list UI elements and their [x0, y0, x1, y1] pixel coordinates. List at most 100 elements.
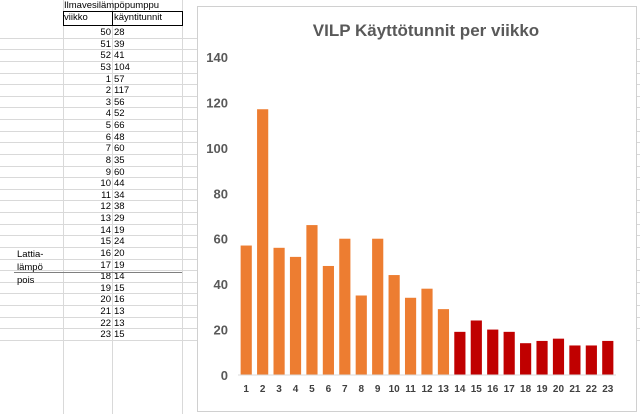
- hours-cell[interactable]: 19: [114, 225, 125, 236]
- week-cell[interactable]: 12: [100, 201, 111, 212]
- week-cell[interactable]: 2: [105, 85, 111, 96]
- x-tick-label: 17: [504, 384, 516, 395]
- bar-week-14[interactable]: [454, 331, 466, 375]
- hours-cell[interactable]: 24: [114, 236, 125, 247]
- bar-week-1[interactable]: [240, 245, 252, 375]
- table-title[interactable]: Ilmavesilämpöpumppu: [64, 0, 160, 11]
- bar-week-3[interactable]: [273, 247, 285, 375]
- hours-cell[interactable]: 13: [114, 318, 125, 329]
- week-cell[interactable]: 50: [100, 27, 111, 38]
- week-cell[interactable]: 13: [100, 213, 111, 224]
- bar-week-21[interactable]: [569, 345, 581, 375]
- week-cell[interactable]: 16: [100, 248, 111, 259]
- week-cell[interactable]: 17: [100, 260, 111, 271]
- bar-week-5[interactable]: [306, 225, 318, 375]
- week-cell[interactable]: 22: [100, 318, 111, 329]
- x-tick-label: 9: [375, 384, 381, 395]
- hours-cell[interactable]: 52: [114, 108, 125, 119]
- bar-week-16[interactable]: [487, 329, 499, 375]
- bars: [240, 109, 614, 376]
- hours-cell[interactable]: 117: [114, 85, 130, 96]
- hours-cell[interactable]: 20: [114, 248, 125, 259]
- x-tick-label: 18: [520, 384, 532, 395]
- bar-week-13[interactable]: [437, 309, 450, 375]
- week-cell[interactable]: 53: [100, 62, 111, 73]
- x-tick-label: 11: [405, 384, 416, 395]
- hours-cell[interactable]: 15: [114, 283, 125, 294]
- hours-cell[interactable]: 66: [114, 120, 125, 131]
- bar-week-8[interactable]: [355, 295, 367, 376]
- note-line-3[interactable]: pois: [17, 275, 35, 286]
- hours-cell[interactable]: 48: [114, 132, 125, 143]
- y-tick-label: 140: [206, 50, 228, 65]
- hours-cell[interactable]: 44: [114, 178, 125, 189]
- week-column-header[interactable]: viikko: [64, 12, 88, 23]
- hours-cell[interactable]: 57: [114, 74, 125, 85]
- x-tick-label: 4: [293, 384, 299, 395]
- hours-cell[interactable]: 15: [114, 329, 125, 340]
- hours-cell[interactable]: 16: [114, 294, 125, 305]
- bar-week-7[interactable]: [339, 238, 351, 375]
- bar-week-12[interactable]: [421, 288, 433, 375]
- chart-canvas: VILP Käyttötunnit per viikko 02040608010…: [206, 21, 616, 395]
- week-cell[interactable]: 10: [100, 178, 111, 189]
- bar-week-11[interactable]: [404, 297, 417, 375]
- week-cell[interactable]: 21: [100, 306, 111, 317]
- hours-cell[interactable]: 60: [114, 143, 125, 154]
- bar-week-22[interactable]: [585, 345, 597, 375]
- y-axis: 0 20 40 60 80 100 120 140: [206, 50, 228, 383]
- hours-cell[interactable]: 60: [114, 167, 125, 178]
- week-cell[interactable]: 18: [100, 271, 111, 282]
- week-cell[interactable]: 4: [105, 108, 111, 119]
- week-cell[interactable]: 23: [100, 329, 111, 340]
- week-cell[interactable]: 1: [105, 74, 111, 85]
- week-cell[interactable]: 9: [105, 167, 111, 178]
- y-tick-label: 60: [214, 232, 228, 247]
- hours-cell[interactable]: 34: [114, 190, 125, 201]
- week-cell[interactable]: 14: [100, 225, 111, 236]
- hours-cell[interactable]: 104: [114, 62, 130, 73]
- note-line-1[interactable]: Lattia-: [17, 249, 44, 260]
- week-cell[interactable]: 52: [100, 50, 111, 61]
- hours-cell[interactable]: 29: [114, 213, 125, 224]
- bar-week-17[interactable]: [503, 331, 515, 375]
- bar-week-18[interactable]: [520, 343, 532, 375]
- hours-cell[interactable]: 13: [114, 306, 125, 317]
- hours-cell[interactable]: 39: [114, 39, 125, 50]
- week-cell[interactable]: 6: [105, 132, 111, 143]
- hours-cell[interactable]: 41: [114, 50, 125, 61]
- x-tick-label: 13: [438, 384, 450, 395]
- bar-week-20[interactable]: [552, 338, 565, 375]
- week-cell[interactable]: 7: [105, 143, 111, 154]
- note-line-2[interactable]: lämpö: [17, 262, 43, 273]
- hours-cell[interactable]: 56: [114, 97, 125, 108]
- hours-cell[interactable]: 38: [114, 201, 125, 212]
- week-cell[interactable]: 19: [100, 283, 111, 294]
- bar-chart[interactable]: VILP Käyttötunnit per viikko 0 20 40 60 80 10…: [197, 6, 637, 412]
- hours-cell[interactable]: 14: [114, 271, 125, 282]
- bar-week-23[interactable]: [602, 340, 614, 375]
- week-cell[interactable]: 3: [105, 97, 111, 108]
- week-cell[interactable]: 15: [100, 236, 111, 247]
- bar-week-10[interactable]: [388, 275, 400, 375]
- week-cell[interactable]: 11: [101, 190, 111, 201]
- bar-week-2[interactable]: [257, 109, 269, 375]
- bar-week-4[interactable]: [289, 256, 302, 375]
- bar-week-9[interactable]: [372, 238, 384, 375]
- week-cell[interactable]: 51: [100, 39, 111, 50]
- y-tick-label: 0: [221, 368, 228, 383]
- hours-column-header[interactable]: käyntitunnit: [114, 12, 163, 23]
- hours-cell[interactable]: 19: [114, 260, 125, 271]
- week-cell[interactable]: 8: [105, 155, 111, 166]
- bar-week-19[interactable]: [536, 340, 548, 375]
- x-axis: 1 2 3 4 5 6 7 8 9 10 11 12 13 14 15 16 17 18 19 20 21 22 23: [238, 374, 616, 395]
- week-cell[interactable]: 5: [105, 120, 111, 131]
- x-tick-label: 16: [487, 384, 499, 395]
- week-cell[interactable]: 20: [100, 294, 111, 305]
- hours-cell[interactable]: 35: [114, 155, 125, 166]
- x-tick-label: 12: [421, 384, 433, 395]
- hours-cell[interactable]: 28: [114, 27, 125, 38]
- bar-week-6[interactable]: [322, 265, 334, 375]
- x-tick-label: 6: [326, 384, 332, 395]
- bar-week-15[interactable]: [470, 320, 482, 375]
